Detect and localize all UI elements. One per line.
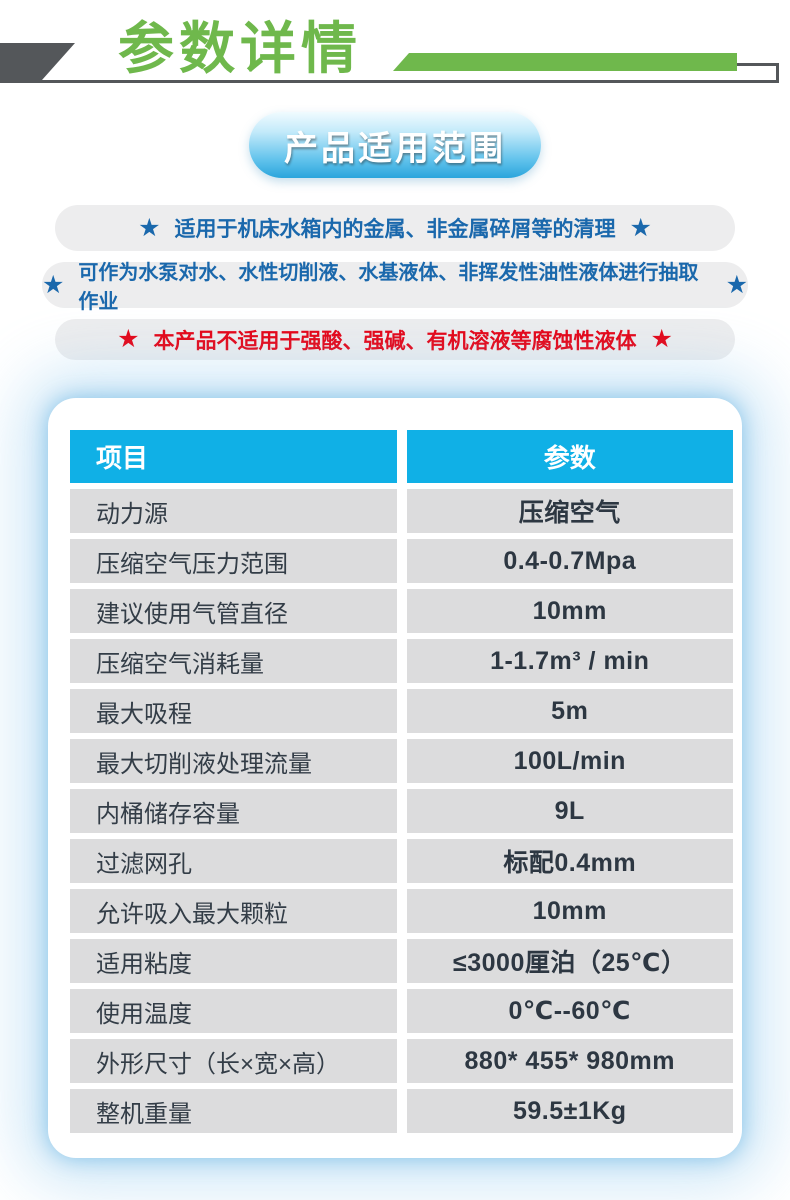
notice-banner: ★ 适用于机床水箱内的金属、非金属碎屑等的清理 ★ <box>55 205 735 251</box>
spec-item-cell: 整机重量 <box>70 1089 397 1133</box>
star-icon: ★ <box>629 213 652 242</box>
scope-badge-label: 产品适用范围 <box>284 129 506 168</box>
scope-badge: 产品适用范围 <box>249 112 541 178</box>
notice-text: 本产品不适用于强酸、强碱、有机溶液等腐蚀性液体 <box>153 329 637 353</box>
spec-item-cell: 动力源 <box>70 489 397 533</box>
spec-item-cell: 使用温度 <box>70 989 397 1033</box>
star-icon: ★ <box>117 325 140 353</box>
notice-text: 可作为水泵对水、水性切削液、水基液体、非挥发性油性液体进行抽取作业 <box>78 262 699 313</box>
spec-value-cell: 1-1.7m³ / min <box>406 639 733 683</box>
spec-value-cell: ≤3000厘泊（25℃） <box>406 939 733 983</box>
page-title: 参数详情 <box>118 17 362 80</box>
star-icon: ★ <box>725 270 748 299</box>
spec-item-cell: 最大切削液处理流量 <box>70 739 397 783</box>
spec-table: 项目 参数 动力源 压缩空气 压缩空气压力范围 0.4-0.7Mpa 建议使用气管直径 1… <box>70 430 733 1133</box>
spec-value-cell: 100L/min <box>406 739 733 783</box>
notice-banner: ★ 本产品不适用于强酸、强碱、有机溶液等腐蚀性液体 ★ <box>55 319 735 360</box>
star-icon: ★ <box>650 325 673 353</box>
green-accent-bar <box>393 53 737 71</box>
section-header: 参数详情 <box>0 0 790 100</box>
spec-item-cell: 最大吸程 <box>70 689 397 733</box>
spec-value-cell: 压缩空气 <box>406 489 733 533</box>
spec-value-cell: 0℃--60℃ <box>406 989 733 1033</box>
spec-item-cell: 过滤网孔 <box>70 839 397 883</box>
spec-card: 项目 参数 动力源 压缩空气 压缩空气压力范围 0.4-0.7Mpa 建议使用气管直径 1… <box>48 398 742 1158</box>
spec-item-cell: 外形尺寸（长×宽×高） <box>70 1039 397 1083</box>
star-icon: ★ <box>138 213 161 242</box>
spec-item-cell: 允许吸入最大颗粒 <box>70 889 397 933</box>
spec-value-cell: 5m <box>406 689 733 733</box>
spec-value-cell: 10mm <box>406 589 733 633</box>
spec-value-cell: 59.5±1Kg <box>406 1089 733 1133</box>
spec-value-cell: 10mm <box>406 889 733 933</box>
notice-list: ★ 适用于机床水箱内的金属、非金属碎屑等的清理 ★ ★ 可作为水泵对水、水性切削… <box>0 205 790 371</box>
spec-item-cell: 内桶储存容量 <box>70 789 397 833</box>
header-rule-bottom <box>0 80 779 83</box>
notice-text: 适用于机床水箱内的金属、非金属碎屑等的清理 <box>174 218 616 241</box>
corner-flag-shape <box>0 43 75 80</box>
spec-item-cell: 压缩空气压力范围 <box>70 539 397 583</box>
header-rule-top <box>737 63 779 66</box>
spec-item-cell: 建议使用气管直径 <box>70 589 397 633</box>
spec-value-cell: 标配0.4mm <box>406 839 733 883</box>
notice-banner: ★ 可作为水泵对水、水性切削液、水基液体、非挥发性油性液体进行抽取作业 ★ <box>42 262 748 313</box>
spec-value-cell: 0.4-0.7Mpa <box>406 539 733 583</box>
spec-item-cell: 压缩空气消耗量 <box>70 639 397 683</box>
header-rule-right <box>776 63 779 83</box>
spec-value-cell: 880* 455* 980mm <box>406 1039 733 1083</box>
column-header-item: 项目 <box>70 430 397 483</box>
column-header-param: 参数 <box>406 430 733 483</box>
spec-item-cell: 适用粘度 <box>70 939 397 983</box>
spec-value-cell: 9L <box>406 789 733 833</box>
star-icon: ★ <box>42 270 65 299</box>
